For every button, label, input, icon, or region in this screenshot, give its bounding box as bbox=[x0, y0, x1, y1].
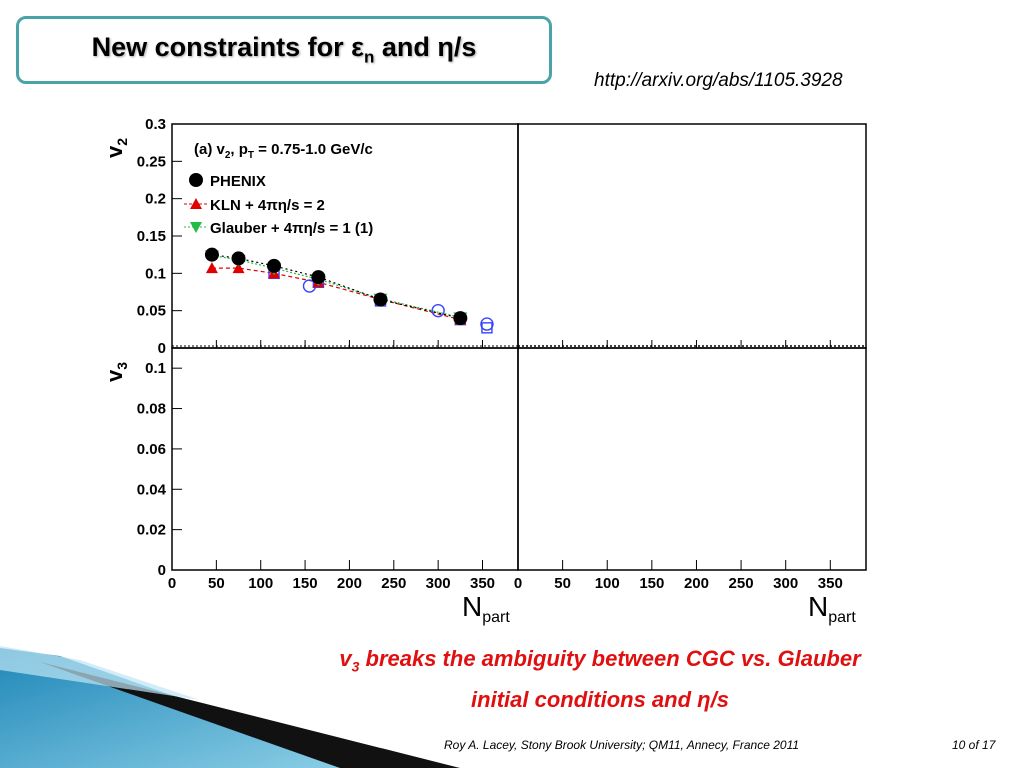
data-point-filled-triangle-up bbox=[232, 262, 245, 274]
y-tick-label-v2: 0.2 bbox=[145, 191, 166, 208]
y-tick-label-v3: 0.04 bbox=[137, 481, 167, 498]
x-tick-label: 250 bbox=[729, 575, 754, 592]
panel-v3-frame bbox=[171, 347, 519, 571]
y-tick-label-v2: 0.3 bbox=[145, 116, 166, 133]
data-point-filled-circle bbox=[231, 251, 246, 266]
x-axis-label-right: Npart bbox=[808, 591, 856, 626]
legend-label-kln: KLN + 4πη/s = 2 bbox=[210, 197, 325, 214]
series-line-filled-circle bbox=[211, 254, 461, 319]
x-tick-label: 100 bbox=[248, 575, 273, 592]
legend-marker-kln bbox=[190, 198, 202, 209]
caption: v3 breaks the ambiguity between CGC vs. … bbox=[230, 642, 970, 716]
y-tick-label-v3: 0 bbox=[158, 562, 166, 579]
y-tick-label-v3: 0.02 bbox=[137, 522, 166, 539]
footer-citation: Roy A. Lacey, Stony Brook University; QM… bbox=[444, 738, 800, 752]
data-point-filled-triangle-up bbox=[205, 262, 218, 274]
x-tick-label: 100 bbox=[595, 575, 620, 592]
data-point-filled-circle bbox=[453, 311, 468, 326]
x-tick-label: 50 bbox=[554, 575, 571, 592]
y-tick-label-v3: 0.1 bbox=[145, 360, 166, 377]
figure: 0 0.05 0.1 0.15 0.2 0.25 0.3 0 0.02 0.04 0.06 0.08 0… bbox=[102, 116, 867, 626]
x-tick-label: 250 bbox=[381, 575, 406, 592]
caption-line-1: v3 breaks the ambiguity between CGC vs. … bbox=[339, 646, 861, 675]
title-box: New constraints for εn and η/s bbox=[16, 16, 552, 84]
x-tick-label: 200 bbox=[337, 575, 362, 592]
y-tick-label-v2: 0.05 bbox=[137, 303, 166, 320]
series-lines bbox=[211, 254, 461, 321]
y-tick-label-v2: 0.1 bbox=[145, 265, 166, 282]
data-point-filled-circle bbox=[204, 247, 219, 262]
x-tick-label: 350 bbox=[470, 575, 495, 592]
caption-line-2: initial conditions and η/s bbox=[471, 687, 729, 713]
x-tick-label: 200 bbox=[684, 575, 709, 592]
panel-annotation: (a) v2, pT = 0.75-1.0 GeV/c bbox=[194, 141, 373, 161]
data-point-open-square bbox=[481, 322, 493, 334]
y-tick-label-v3: 0.06 bbox=[137, 441, 166, 458]
x-tick-label: 0 bbox=[514, 575, 522, 592]
x-tick-label: 300 bbox=[773, 575, 798, 592]
y-tick-label-v2: 0.15 bbox=[137, 228, 166, 245]
x-tick-label: 150 bbox=[293, 575, 318, 592]
y-tick-label-v3: 0.08 bbox=[137, 401, 166, 418]
arxiv-link[interactable]: http://arxiv.org/abs/1105.3928 bbox=[594, 70, 843, 91]
decorative-swoosh bbox=[0, 646, 460, 768]
data-point-filled-circle bbox=[373, 292, 388, 307]
x-axis-label-left: Npart bbox=[462, 591, 510, 626]
data-point-filled-circle bbox=[267, 258, 282, 273]
slide-title: New constraints for εn and η/s bbox=[91, 32, 477, 67]
x-tick-label: 150 bbox=[639, 575, 664, 592]
data-point-open-circle bbox=[431, 303, 445, 318]
legend-marker-glauber bbox=[190, 222, 202, 233]
legend-marker-phenix bbox=[189, 173, 203, 187]
page-number: 10 of 17 bbox=[952, 738, 996, 752]
axis-ticks: 0 0.05 0.1 0.15 0.2 0.25 0.3 0 0.02 0.04 0.06 0.08 0… bbox=[137, 116, 843, 592]
y-axis-label-v2: v2 bbox=[102, 138, 130, 158]
x-tick-label: 0 bbox=[168, 575, 176, 592]
series-line-filled-triangle-down bbox=[211, 254, 461, 318]
data-marks bbox=[204, 247, 494, 334]
x-tick-label: 50 bbox=[208, 575, 225, 592]
panel-bottom-right-frame bbox=[517, 347, 867, 571]
panel-top-right-frame bbox=[517, 123, 867, 349]
legend-label-glauber: Glauber + 4πη/s = 1 (1) bbox=[210, 220, 373, 237]
data-point-open-circle bbox=[480, 317, 494, 331]
data-point-filled-circle bbox=[311, 270, 326, 285]
legend: PHENIX KLN + 4πη/s = 2 Glauber + 4πη/s =… bbox=[184, 173, 373, 237]
series-line-filled-triangle-up bbox=[211, 267, 461, 321]
x-tick-label: 300 bbox=[426, 575, 451, 592]
y-tick-label-v2: 0 bbox=[158, 340, 166, 357]
legend-label-phenix: PHENIX bbox=[210, 173, 266, 190]
x-tick-label: 350 bbox=[818, 575, 843, 592]
y-tick-label-v2: 0.25 bbox=[137, 153, 166, 170]
y-axis-label-v3: v3 bbox=[102, 362, 130, 382]
